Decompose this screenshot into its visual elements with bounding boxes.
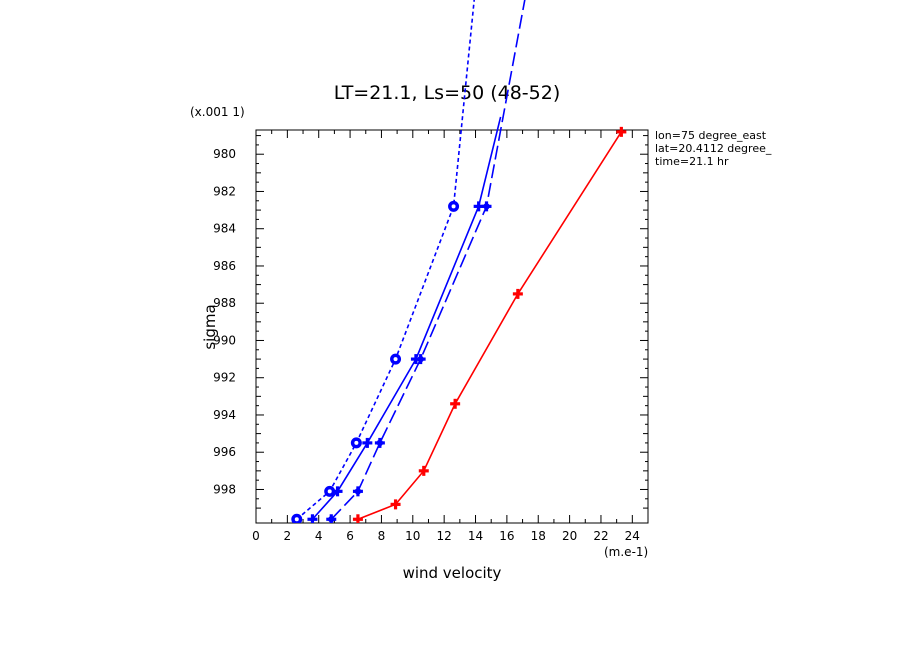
x-tick-label: 4	[315, 529, 323, 543]
annotation-lon: lon=75 degree_east	[655, 129, 767, 142]
x-tick-label: 18	[531, 529, 546, 543]
data-point-center	[354, 440, 359, 445]
y-tick-label: 988	[213, 296, 236, 310]
y-tick-label: 994	[213, 408, 236, 422]
data-point	[512, 288, 523, 299]
data-point	[307, 514, 318, 523]
x-tick-label: 16	[499, 529, 514, 543]
x-tick-label: 20	[562, 529, 577, 543]
y-tick-label: 982	[213, 184, 236, 198]
chart-title: LT=21.1, Ls=50 (48-52)	[334, 82, 561, 104]
data-point	[418, 465, 429, 476]
y-tick-label: 996	[213, 445, 236, 459]
series-line-2	[330, 0, 526, 520]
data-point-dot	[376, 439, 384, 447]
x-tick-label: 6	[346, 529, 354, 543]
axis-ticks	[255, 130, 649, 523]
x-tick-label: 22	[593, 529, 608, 543]
y-tick-label: 980	[213, 147, 236, 161]
data-point	[362, 437, 373, 448]
x-unit-label: (m.e-1)	[604, 545, 648, 559]
y-tick-label: 998	[213, 482, 236, 496]
annotation-time: time=21.1 hr	[655, 155, 729, 168]
data-point	[374, 437, 385, 448]
x-tick-label: 12	[437, 529, 452, 543]
y-tick-labels: 980 982 984 986 988 990 992 994 996 998	[213, 147, 236, 496]
data-point	[450, 398, 461, 409]
plot-frame	[255, 129, 649, 524]
x-tick-labels: 0 2 4 6 8 10 12 14 16 18 20 22 24	[252, 529, 640, 543]
y-axis-label: sigma	[201, 304, 219, 349]
data-point-center	[393, 357, 398, 362]
annotation-lat: lat=20.4112 degree_	[655, 142, 772, 155]
data-point	[352, 514, 363, 523]
data-point	[390, 499, 401, 510]
data-point-center	[327, 489, 332, 494]
x-tick-label: 2	[284, 529, 292, 543]
data-point-dot	[483, 203, 490, 210]
annotation-block: lon=75 degree_east lat=20.4112 degree_ t…	[655, 129, 772, 168]
x-tick-label: 0	[252, 529, 260, 543]
series-group	[291, 0, 627, 523]
data-point	[415, 354, 426, 365]
data-point	[352, 486, 363, 497]
data-point-dot	[328, 516, 335, 523]
data-point-dot	[417, 355, 424, 363]
data-point	[326, 514, 337, 523]
x-tick-label: 8	[378, 529, 386, 543]
y-tick-label: 984	[213, 222, 236, 236]
series-line-3	[296, 0, 475, 520]
y-tick-label: 986	[213, 259, 236, 273]
x-tick-label: 24	[625, 529, 640, 543]
data-point-dot	[354, 488, 362, 495]
x-tick-label: 14	[468, 529, 483, 543]
y-scale-note: (x.001 1)	[190, 105, 245, 119]
x-axis-label: wind velocity	[403, 564, 502, 582]
y-tick-label: 992	[213, 371, 236, 385]
x-tick-label: 10	[405, 529, 420, 543]
data-point-center	[451, 204, 456, 209]
data-point-center	[294, 517, 299, 522]
data-point	[481, 201, 492, 212]
series-line-0	[357, 131, 623, 521]
series-line-1	[311, 116, 502, 520]
data-point	[616, 126, 627, 137]
y-tick-label: 990	[213, 333, 236, 347]
